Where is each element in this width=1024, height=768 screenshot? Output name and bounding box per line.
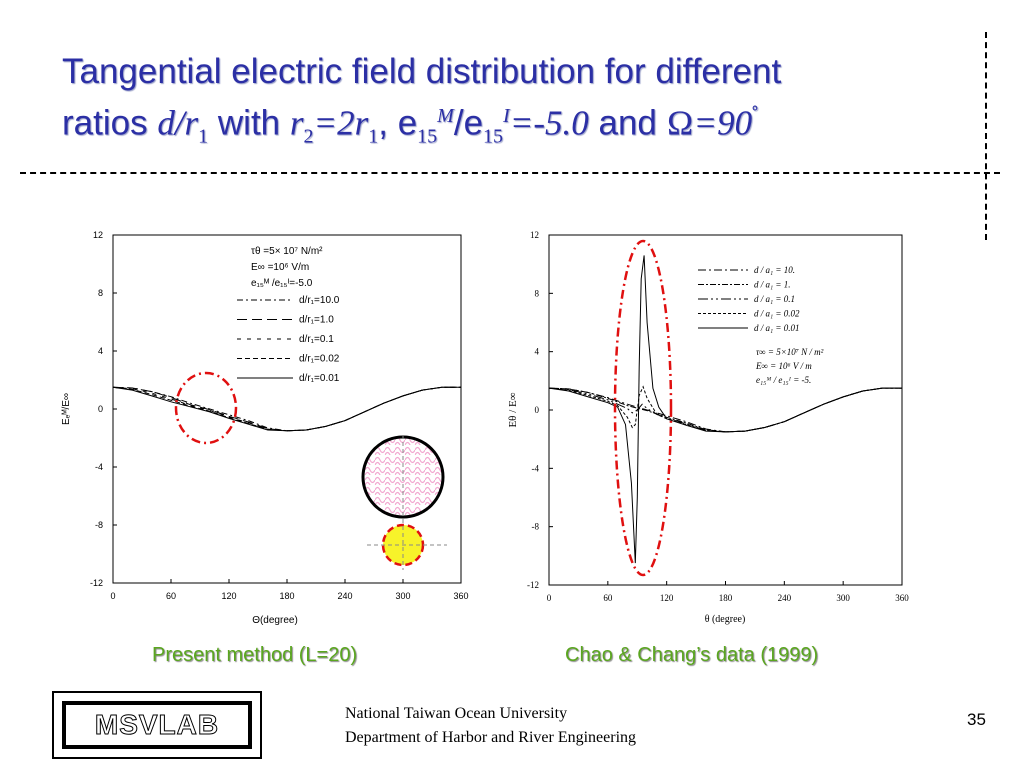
legend-header-2: E∞ =10⁶ V/m: [251, 262, 309, 273]
y-tick-label: 0: [535, 405, 540, 415]
legend-label-4: d / a₁ = 0.02: [754, 309, 800, 319]
title-line-1: Tangential electric field distribution f…: [62, 52, 782, 91]
page-number: 35: [967, 710, 986, 729]
title-r1-sub: 1: [368, 125, 379, 148]
series-line-4: [548, 385, 902, 433]
title-ratios-text: ratios: [62, 103, 158, 143]
y-tick-label: -4: [95, 462, 103, 472]
x-tick-label: 120: [660, 593, 674, 603]
legend-extra-3: e₁₅ᴹ / e₁₅ᴵ = -5.: [756, 375, 811, 385]
x-tick-label: 300: [836, 593, 850, 603]
y-tick-label: 12: [530, 230, 539, 240]
chao-chang-chart: 0 60 120 180 240 300 360 12 8 4 0 -4 -8 -12 d / a₁ = …: [507, 230, 909, 625]
vertical-dashed-divider: [985, 32, 987, 240]
x-tick-label: 60: [166, 591, 176, 601]
x-tick-label: 240: [337, 591, 352, 601]
caption-right: Chao & Chang’s data (1999): [565, 644, 819, 666]
footer: National Taiwan Ocean University Departm…: [345, 702, 636, 750]
y-tick-label: 8: [535, 288, 540, 298]
legend-extra-2: E∞ = 10⁶ V / m: [755, 361, 812, 371]
legend-label-3: d/r₁=0.1: [299, 334, 334, 345]
title-r2-sub: 2: [303, 125, 314, 148]
y-axis-label: Eθ / E∞: [507, 392, 519, 427]
y-tick-label: 0: [98, 404, 103, 414]
y-tick-label: -4: [532, 463, 540, 473]
y-tick-label: 8: [98, 288, 103, 298]
title-i-sup: I: [503, 105, 510, 127]
series-line-5: [112, 386, 461, 432]
title-with-text: with: [208, 103, 290, 143]
legend-label-4: d/r₁=0.02: [299, 354, 340, 365]
msvlab-logo-text: MSVLAB: [94, 709, 220, 741]
present-method-chart: 0 60 120 180 240 300 360 12 8 4 0 -4 -8 -12 τθ =5× 10…: [61, 230, 469, 626]
y-tick-label: -12: [90, 578, 103, 588]
title-degree-symbol: ˚: [752, 105, 759, 127]
x-tick-label: 120: [221, 591, 236, 601]
y-tick-label: -8: [532, 522, 540, 532]
msvlab-logo: MSVLAB: [52, 691, 262, 759]
x-tick-label: 0: [547, 593, 552, 603]
title-r2-var: r: [289, 103, 304, 143]
highlight-ellipse: [174, 371, 238, 445]
title-m-sup: M: [437, 105, 454, 127]
legend-label-1: d / a₁ = 10.: [754, 265, 795, 275]
x-tick-label: 180: [279, 591, 294, 601]
footer-department: Department of Harbor and River Engineeri…: [345, 729, 637, 746]
title-slash-e: /e: [453, 103, 484, 143]
x-tick-label: 60: [603, 593, 613, 603]
title-comma-e: , e: [378, 103, 418, 143]
title-e15-sub-a: 15: [417, 125, 438, 148]
title-angle-val: =90: [693, 103, 753, 143]
x-tick-label: 0: [110, 591, 115, 601]
title-line-2: ratios d/r1 with r2=2r1, e15M/e15I=-5.0 …: [62, 94, 972, 159]
y-tick-label: -12: [527, 580, 539, 590]
series-line-5: [548, 255, 902, 564]
title-eq-2r: =2r: [313, 103, 369, 143]
legend-label-2: d/r₁=1.0: [299, 315, 334, 326]
caption-left: Present method (L=20): [152, 644, 358, 666]
series-line-3: [548, 387, 902, 433]
x-tick-label: 360: [895, 593, 909, 603]
highlight-ellipse: [613, 239, 673, 577]
x-tick-label: 300: [395, 591, 410, 601]
x-axis-label: Θ(degree): [252, 615, 298, 626]
legend-label-1: d/r₁=10.0: [299, 295, 340, 306]
y-tick-label: 4: [98, 346, 103, 356]
legend-label-3: d / a₁ = 0.1: [754, 294, 795, 304]
inclusion-diagram: [361, 435, 447, 570]
legend-header-3: e₁₅ᴹ /e₁₅ᴵ=-5.0: [251, 278, 313, 289]
y-tick-label: 12: [93, 230, 103, 240]
legend-label-5: d / a₁ = 0.01: [754, 323, 799, 333]
y-axis-label: Eₑᴹ/E∞: [61, 393, 72, 425]
legend-header-1: τθ =5× 10⁷ N/m²: [251, 246, 323, 257]
title-angle-symbol: Ω: [666, 103, 694, 143]
title-and-text: and: [588, 103, 667, 143]
msvlab-logo-box: MSVLAB: [62, 701, 252, 749]
slide-title: Tangential electric field distribution f…: [62, 50, 972, 159]
title-ratio-val: =-5.0: [509, 103, 589, 143]
y-tick-label: 4: [535, 347, 540, 357]
title-ratio-sub: 1: [198, 125, 209, 148]
x-tick-label: 360: [453, 591, 468, 601]
title-e15-sub-b: 15: [483, 125, 504, 148]
footer-university: National Taiwan Ocean University: [345, 705, 568, 722]
plot-frame: [548, 234, 903, 586]
title-ratio-var: d/r: [157, 103, 199, 143]
x-axis-label: θ (degree): [705, 614, 746, 625]
legend-label-5: d/r₁=0.01: [299, 373, 340, 384]
x-tick-label: 180: [719, 593, 733, 603]
horizontal-dashed-divider: [20, 172, 1000, 174]
series-line-1: [112, 386, 461, 432]
legend-extra-1: τ∞ = 5×10⁷ N / m²: [756, 347, 824, 357]
x-tick-label: 240: [778, 593, 792, 603]
y-tick-label: -8: [95, 520, 103, 530]
legend-label-2: d / a₁ = 1.: [754, 280, 790, 290]
